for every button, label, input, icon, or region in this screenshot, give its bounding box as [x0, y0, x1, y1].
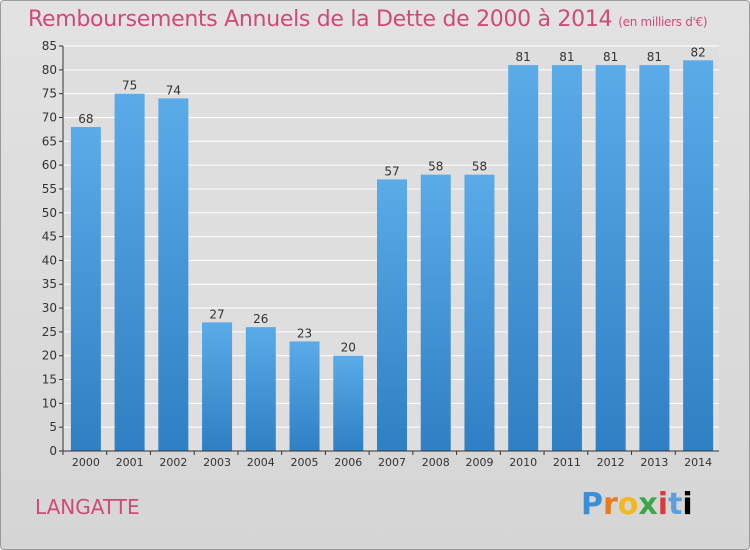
bar-value-label: 68 [78, 112, 93, 126]
y-tick-label: 55 [42, 182, 57, 196]
x-tick-label: 2007 [378, 456, 406, 469]
bar [595, 65, 626, 451]
bar [158, 98, 189, 451]
y-tick-label: 10 [42, 396, 57, 410]
bar [202, 322, 233, 451]
x-tick-label: 2002 [159, 456, 187, 469]
y-tick-label: 15 [42, 373, 57, 387]
x-tick-label: 2011 [553, 456, 581, 469]
bar [464, 174, 495, 451]
bar [245, 327, 276, 451]
bar-value-label: 74 [166, 83, 181, 97]
y-tick-label: 45 [42, 230, 57, 244]
y-tick-label: 75 [42, 87, 57, 101]
bar-value-label: 81 [559, 50, 574, 64]
x-tick-label: 2012 [597, 456, 625, 469]
x-tick-label: 2008 [422, 456, 450, 469]
bar [70, 127, 101, 451]
bar-value-label: 81 [603, 50, 618, 64]
bar [420, 174, 451, 451]
logo-letter: t [668, 487, 683, 522]
x-tick-label: 2005 [291, 456, 319, 469]
bar-value-label: 27 [209, 307, 224, 321]
x-tick-label: 2013 [640, 456, 668, 469]
y-tick-label: 85 [42, 39, 57, 53]
logo-letter: i [657, 487, 669, 522]
bar-value-label: 75 [122, 79, 137, 93]
x-tick-label: 2010 [509, 456, 537, 469]
bar-value-label: 20 [341, 341, 356, 355]
logo-letter: r [603, 487, 618, 522]
y-tick-label: 0 [49, 444, 57, 458]
y-tick-label: 40 [42, 253, 57, 267]
logo-letter: x [638, 487, 658, 522]
commune-name: LANGATTE [35, 495, 140, 519]
x-tick-label: 2000 [72, 456, 100, 469]
x-tick-label: 2004 [247, 456, 275, 469]
bar [289, 341, 320, 451]
bar [639, 65, 670, 451]
y-tick-label: 30 [42, 301, 57, 315]
bar [683, 60, 714, 451]
bar [114, 93, 145, 451]
y-tick-label: 50 [42, 206, 57, 220]
x-tick-label: 2009 [465, 456, 493, 469]
bar [508, 65, 539, 451]
y-tick-label: 35 [42, 277, 57, 291]
logo-letter: i [682, 487, 693, 522]
logo-letter: o [617, 487, 639, 522]
y-tick-label: 20 [42, 349, 57, 363]
x-tick-label: 2003 [203, 456, 231, 469]
bar-value-label: 26 [253, 312, 268, 326]
bar [333, 355, 364, 451]
chart-unit: (en milliers d'€) [618, 15, 708, 29]
y-tick-label: 80 [42, 63, 57, 77]
y-tick-label: 25 [42, 325, 57, 339]
bar-value-label: 81 [647, 50, 662, 64]
y-tick-label: 70 [42, 110, 57, 124]
bar-value-label: 57 [384, 164, 399, 178]
bar-value-label: 58 [472, 160, 487, 174]
bar-value-label: 81 [516, 50, 531, 64]
x-tick-label: 2006 [334, 456, 362, 469]
proxiti-logo: Proxiti [581, 487, 693, 522]
bar [377, 179, 407, 452]
y-tick-label: 60 [42, 158, 57, 172]
chart-title-text: Remboursements Annuels de la Dette de 20… [28, 7, 613, 32]
bar-value-label: 58 [428, 160, 443, 174]
y-tick-label: 5 [49, 420, 57, 434]
logo-letter: P [581, 487, 603, 522]
chart-title: Remboursements Annuels de la Dette de 20… [28, 7, 708, 32]
bar-value-label: 23 [297, 326, 312, 340]
x-tick-label: 2014 [684, 456, 712, 469]
x-tick-label: 2001 [116, 456, 144, 469]
bar [551, 65, 582, 451]
y-tick-label: 65 [42, 134, 57, 148]
bar-value-label: 82 [690, 45, 705, 59]
